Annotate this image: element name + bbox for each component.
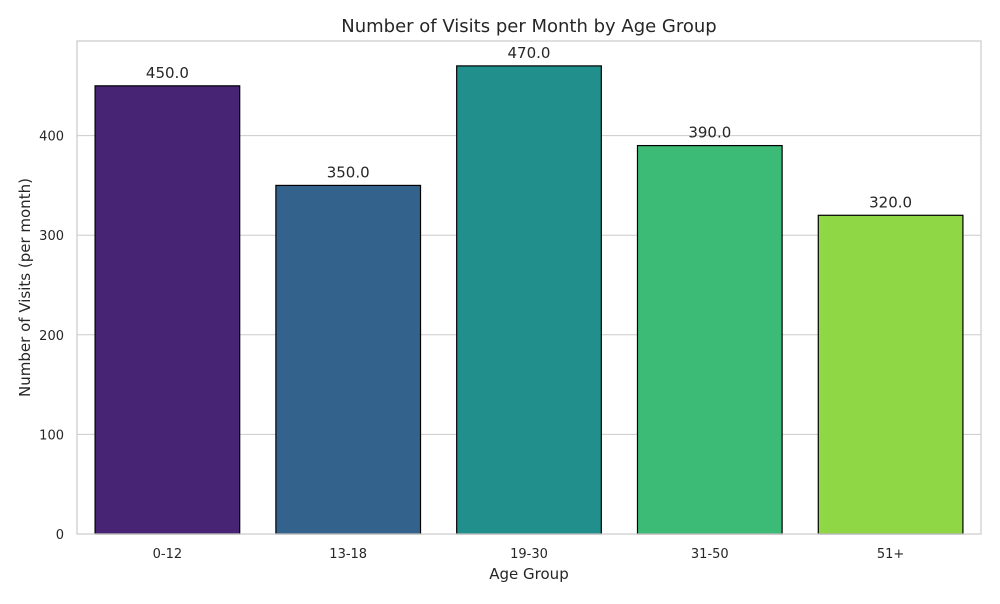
x-tick-label: 0-12 — [153, 547, 183, 562]
x-tick-label: 31-50 — [691, 547, 729, 562]
bar-0-12 — [94, 85, 241, 535]
bar-51+ — [817, 214, 964, 535]
y-tick-label: 100 — [39, 428, 64, 443]
bar-value-labels: 450.0 350.0 470.0 390.0 320.0 — [146, 44, 912, 211]
x-axis-label: Age Group — [489, 565, 568, 583]
y-axis-label: Number of Visits (per month) — [16, 178, 34, 397]
y-tick-label: 300 — [39, 229, 64, 244]
plot-frame — [76, 40, 982, 535]
x-axis-ticks: 0-12 13-18 19-30 31-50 51+ — [153, 547, 905, 562]
bar-value-label: 320.0 — [869, 193, 912, 211]
y-tick-label: 0 — [56, 528, 64, 543]
x-tick-label: 51+ — [877, 547, 904, 562]
chart-title: Number of Visits per Month by Age Group — [341, 16, 716, 37]
y-tick-label: 200 — [39, 329, 64, 344]
bar-value-label: 350.0 — [327, 163, 370, 181]
bars — [94, 65, 964, 535]
bar-19-30 — [456, 65, 602, 535]
y-tick-label: 400 — [39, 130, 64, 145]
bar-31-50 — [636, 144, 783, 535]
bar-value-label: 450.0 — [146, 64, 189, 82]
bar-value-label: 470.0 — [508, 44, 551, 62]
bar-value-label: 390.0 — [688, 124, 731, 142]
y-axis-ticks: 0 100 200 300 400 — [39, 130, 64, 543]
x-tick-label: 19-30 — [510, 547, 548, 562]
x-tick-label: 13-18 — [329, 547, 367, 562]
bar-13-18 — [275, 184, 422, 535]
